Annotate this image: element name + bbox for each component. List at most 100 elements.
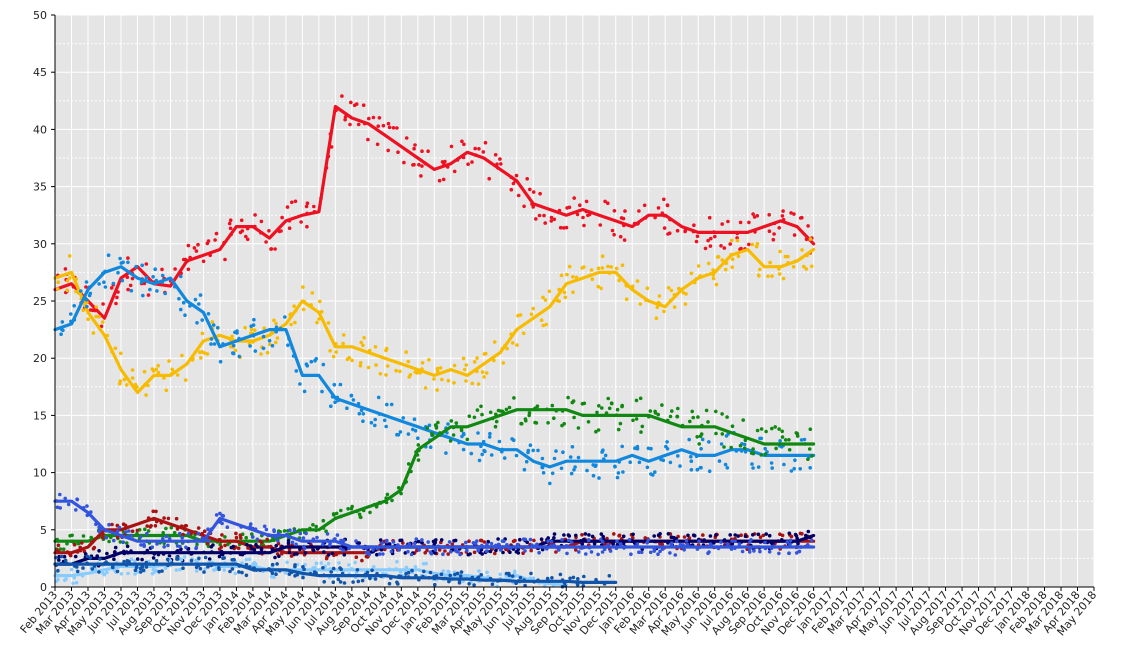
poll-point (217, 566, 221, 570)
poll-point (251, 535, 255, 539)
poll-point (195, 321, 199, 325)
poll-point (64, 577, 68, 581)
poll-point (134, 264, 138, 269)
poll-point (433, 582, 437, 587)
poll-point (806, 457, 810, 462)
y-tick-label: 25 (33, 295, 47, 308)
series-group (53, 94, 816, 589)
poll-point (206, 539, 211, 543)
poll-point (451, 433, 456, 437)
poll-point (178, 567, 182, 572)
poll-point (121, 540, 125, 544)
poll-point (666, 532, 671, 536)
poll-point (416, 539, 421, 544)
poll-point (452, 363, 457, 368)
poll-point (184, 545, 188, 550)
poll-point (341, 548, 346, 553)
poll-point (493, 153, 498, 157)
poll-point (730, 257, 735, 262)
poll-point (435, 366, 440, 371)
poll-point (106, 253, 111, 257)
poll-point (723, 462, 728, 467)
poll-point (167, 554, 172, 558)
poll-point (582, 265, 586, 269)
poll-point (387, 542, 392, 546)
poll-point (196, 531, 201, 536)
poll-point (324, 556, 329, 561)
poll-point (500, 539, 505, 543)
poll-point (135, 528, 140, 533)
poll-point (759, 427, 764, 431)
poll-point (367, 552, 372, 556)
poll-point (94, 305, 98, 309)
poll-point (97, 549, 101, 553)
poll-point (737, 542, 742, 546)
poll-point (531, 576, 536, 580)
poll-point (97, 314, 101, 319)
poll-point (752, 215, 757, 219)
poll-point (770, 466, 774, 470)
poll-point (391, 540, 396, 544)
poll-point (112, 557, 116, 561)
poll-point (742, 442, 747, 447)
poll-point (496, 537, 500, 541)
poll-point (179, 557, 184, 562)
poll-point (303, 551, 308, 555)
poll-point (479, 547, 484, 552)
poll-point (552, 532, 557, 536)
poll-point (374, 363, 378, 367)
poll-point (395, 126, 399, 130)
series-0 (53, 94, 816, 329)
poll-point (498, 572, 503, 577)
poll-point (359, 515, 363, 520)
series-trend-line (53, 265, 816, 469)
poll-point (472, 415, 477, 420)
poll-point (582, 223, 586, 228)
poll-point (580, 542, 584, 546)
poll-point (756, 465, 761, 469)
poll-point (714, 533, 718, 537)
poll-point (787, 551, 791, 555)
poll-point (321, 566, 325, 570)
poll-point (719, 540, 723, 544)
poll-point (571, 275, 575, 279)
poll-point (422, 569, 426, 574)
poll-point (675, 228, 680, 233)
poll-point (572, 415, 576, 420)
poll-point (276, 541, 281, 546)
poll-point (97, 282, 101, 286)
poll-point (440, 377, 444, 382)
poll-point (371, 115, 376, 120)
poll-point (618, 234, 623, 239)
poll-point (139, 280, 144, 285)
poll-point (406, 462, 411, 466)
poll-point (129, 533, 134, 538)
poll-point (63, 496, 67, 501)
poll-point (133, 568, 138, 572)
y-tick-label: 40 (33, 123, 47, 136)
poll-point (85, 304, 89, 309)
poll-point (484, 371, 489, 375)
poll-point (728, 533, 732, 537)
poll-point (446, 422, 450, 426)
poll-point (778, 249, 782, 254)
poll-point (599, 286, 603, 291)
poll-point (223, 257, 227, 262)
poll-point (406, 432, 411, 436)
poll-point (81, 308, 85, 313)
poll-point (581, 215, 585, 220)
poll-point (413, 565, 418, 569)
poll-point (439, 572, 444, 576)
poll-point (124, 530, 128, 534)
poll-point (548, 481, 552, 486)
poll-point (713, 234, 717, 239)
poll-point (359, 408, 364, 413)
poll-point (512, 396, 516, 400)
poll-point (126, 287, 130, 292)
poll-point (758, 535, 763, 539)
poll-point (600, 550, 605, 554)
poll-point (783, 254, 788, 259)
poll-point (458, 574, 463, 578)
poll-point (498, 157, 502, 161)
poll-point (421, 561, 426, 566)
